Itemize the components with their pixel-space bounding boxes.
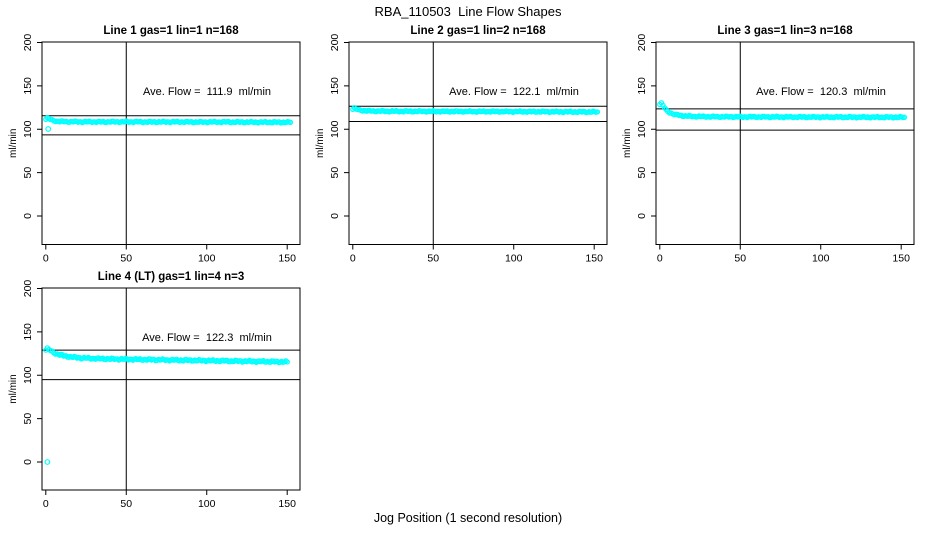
ave-flow-annotation: Ave. Flow = 111.9 ml/min	[143, 86, 271, 98]
y-axis-label: ml/min	[8, 129, 19, 158]
y-tick-label: 200	[636, 34, 648, 52]
y-tick-label: 100	[329, 120, 341, 138]
plot-box	[348, 41, 608, 245]
plot-box	[41, 287, 301, 491]
scatter-series	[43, 345, 290, 465]
main-title: RBA_110503 Line Flow Shapes	[374, 4, 562, 19]
data-point	[594, 109, 601, 115]
y-tick-label: 50	[636, 167, 648, 179]
plot-box	[41, 41, 301, 245]
x-tick-label: 0	[350, 253, 356, 265]
y-tick-label: 150	[22, 77, 34, 95]
x-tick-label: 0	[657, 253, 663, 265]
x-tick-label: 0	[43, 253, 49, 265]
panel-4: 0 50 100 150 0 50 100 150 200 ml/min Line 4 (LT) g…	[8, 271, 301, 510]
y-tick-label: 0	[636, 213, 648, 219]
panel-3: 0 50 100 150 0 50 100 150 200 ml/min Line 3 gas=1 …	[622, 25, 915, 265]
panel-title: Line 1 gas=1 lin=1 n=168	[103, 25, 239, 37]
y-axis-label: ml/min	[315, 129, 326, 158]
y-tick-label: 100	[22, 366, 34, 384]
outlier-point	[45, 126, 52, 132]
scatter-series	[657, 100, 908, 121]
y-axis-label: ml/min	[622, 129, 633, 158]
panel-title: Line 2 gas=1 lin=2 n=168	[410, 25, 546, 37]
x-tick-label: 0	[43, 498, 49, 510]
x-tick-label: 50	[427, 253, 439, 265]
panel-2: 0 50 100 150 0 50 100 150 200 ml/min Line 2 gas=1 …	[315, 25, 608, 265]
panel-title: Line 3 gas=1 lin=3 n=168	[717, 25, 853, 37]
y-tick-label: 200	[329, 34, 341, 52]
scatter-series	[350, 104, 601, 116]
y-tick-label: 0	[22, 213, 34, 219]
y-tick-label: 150	[329, 77, 341, 95]
y-tick-label: 150	[22, 323, 34, 341]
x-tick-label: 150	[892, 253, 910, 265]
x-tick-label: 150	[278, 498, 296, 510]
x-tick-label: 100	[198, 498, 216, 510]
y-tick-label: 0	[329, 213, 341, 219]
x-tick-label: 50	[120, 253, 132, 265]
outlier-point	[44, 459, 51, 465]
y-tick-label: 50	[22, 413, 34, 425]
data-point	[901, 114, 908, 121]
x-tick-label: 100	[812, 253, 830, 265]
y-tick-label: 0	[22, 459, 34, 465]
x-tick-label: 150	[278, 253, 296, 265]
x-tick-label: 50	[734, 253, 746, 265]
ave-flow-annotation: Ave. Flow = 122.1 ml/min	[449, 86, 579, 98]
data-point	[284, 359, 290, 365]
panel-1: 0 50 100 150 0 50 100 150 200 ml/min Line 1 gas=1 …	[8, 25, 301, 265]
panel-title: Line 4 (LT) gas=1 lin=4 n=3	[98, 271, 244, 283]
x-tick-label: 100	[198, 253, 216, 265]
y-tick-label: 200	[22, 280, 34, 298]
scatter-series	[43, 114, 294, 132]
y-tick-label: 200	[22, 34, 34, 52]
x-tick-label: 50	[120, 498, 132, 510]
x-tick-label: 100	[505, 253, 523, 265]
data-point	[287, 119, 294, 126]
x-axis-label: Jog Position (1 second resolution)	[373, 511, 563, 525]
y-tick-label: 50	[22, 167, 34, 179]
y-axis-label: ml/min	[8, 374, 19, 403]
y-tick-label: 100	[22, 120, 34, 138]
ave-flow-annotation: Ave. Flow = 122.3 ml/min	[142, 332, 272, 344]
ave-flow-annotation: Ave. Flow = 120.3 ml/min	[756, 86, 886, 98]
y-tick-label: 150	[636, 77, 648, 95]
y-tick-label: 100	[636, 120, 648, 138]
plot-box	[655, 41, 915, 245]
y-tick-label: 50	[329, 167, 341, 179]
x-tick-label: 150	[585, 253, 603, 265]
